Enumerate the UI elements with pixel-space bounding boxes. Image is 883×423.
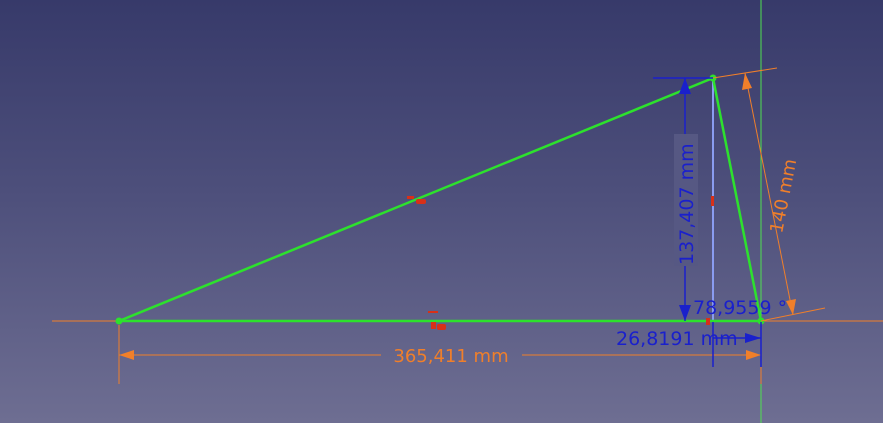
slant-line[interactable] [711, 77, 763, 322]
vertex-left[interactable] [115, 317, 123, 325]
dimension-offset[interactable]: 26,8191 mm [616, 322, 762, 367]
dimension-angle-label: 78,9559 ° [693, 297, 787, 319]
dimension-angle[interactable]: 78,9559 ° [693, 297, 787, 319]
constraint-marker-base[interactable] [428, 311, 446, 330]
dimension-vertical-label: 137,407 mm [676, 143, 698, 265]
dimension-vertical[interactable]: 137,407 mm [653, 77, 713, 321]
constraint-marker-vertical[interactable] [706, 196, 714, 325]
dimension-horizontal-label: 365,411 mm [393, 346, 508, 367]
hypotenuse-line[interactable] [118, 76, 714, 323]
constraint-marker-hypotenuse[interactable] [407, 196, 426, 204]
dimension-offset-label: 26,8191 mm [616, 328, 738, 350]
dimension-slant[interactable]: 140 mm [712, 67, 826, 322]
